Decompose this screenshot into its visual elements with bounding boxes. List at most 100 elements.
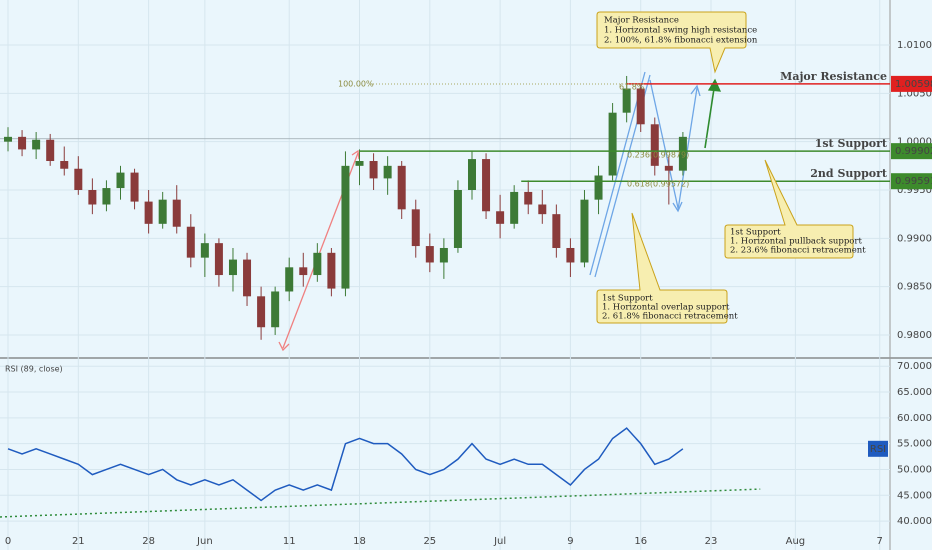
candle-body	[88, 190, 97, 205]
candle-body	[144, 201, 153, 224]
rsi-line	[7, 427, 684, 502]
annotation-line: 2. 100%, 61.8% fibonacci extension	[604, 36, 758, 46]
candle-body	[467, 159, 476, 191]
candle-body	[32, 139, 41, 150]
fib-label: 0.618(0.99572)	[627, 180, 689, 189]
candle-body	[622, 88, 631, 113]
candle-body	[636, 88, 645, 125]
candle-body	[538, 204, 547, 215]
candle-body	[510, 191, 519, 224]
legend-tag	[868, 440, 888, 457]
level-name: 2nd Support	[810, 167, 888, 180]
candle-body	[186, 226, 195, 258]
candle-body	[496, 211, 505, 224]
candle-body	[214, 243, 223, 276]
rsi-title: RSI (89, close)	[5, 365, 63, 374]
annotation-line: Major Resistance	[604, 16, 679, 26]
x-tick-label: 25	[423, 536, 436, 547]
candle-body	[552, 214, 561, 248]
candle-body	[397, 165, 406, 210]
annotation: 1st Support 1. Horizontal pullback suppo…	[724, 159, 866, 259]
annotation-line: 1. Horizontal swing high resistance	[604, 26, 757, 36]
x-tick-label: Jul	[493, 536, 506, 547]
candle-body	[355, 161, 364, 166]
y-tick-label: 40.0000	[897, 516, 932, 527]
candle-body	[228, 259, 237, 276]
arrowhead	[707, 78, 722, 92]
arrow	[649, 79, 679, 209]
candle-body	[130, 172, 139, 202]
legend-label: RSI	[870, 444, 886, 455]
level-tag	[891, 75, 932, 92]
annotation-line: 2. 61.8% fibonacci retracement	[602, 312, 738, 322]
candle-body	[285, 267, 294, 292]
arrow	[677, 87, 698, 211]
annotation-line: 1. Horizontal overlap support	[602, 303, 730, 313]
candle-body	[678, 136, 687, 171]
annotation: Major Resistance 1. Horizontal swing hig…	[596, 11, 758, 74]
annotation-line: 1st Support	[730, 228, 781, 238]
candle-body	[102, 188, 111, 205]
candle-body	[580, 199, 589, 263]
candle-body	[411, 209, 420, 247]
y-tick-label: 1.01000	[897, 40, 932, 51]
callout	[724, 159, 854, 259]
level-value: 1.00598	[895, 79, 932, 90]
candle-body	[116, 172, 125, 189]
y-tick-label: 0.98000	[897, 330, 932, 341]
x-tick-label: 21	[72, 536, 85, 547]
level-name: Major Resistance	[780, 70, 887, 83]
level-tag	[891, 143, 932, 160]
fib-label: 61.8%	[619, 83, 645, 92]
x-tick-label: 18	[353, 536, 366, 547]
candle-body	[453, 190, 462, 248]
candle-body	[524, 191, 533, 205]
candle-body	[482, 159, 491, 212]
y-tick-label: 1.00500	[897, 88, 932, 99]
candle-body	[257, 296, 266, 328]
level-name: 1st Support	[815, 137, 888, 150]
x-tick-label: 16	[634, 536, 647, 547]
annotation: 1st Support 1. Horizontal overlap suppor…	[596, 212, 738, 324]
x-tick-label: 0	[5, 536, 11, 547]
x-tick-label: Aug	[786, 536, 806, 547]
candle-body	[369, 161, 378, 179]
trendline	[0, 488, 761, 518]
annotation-line: 2. 23.6% fibonacci retracement	[730, 246, 866, 256]
x-tick-label: 7	[877, 536, 883, 547]
annotation-line: 1st Support	[602, 294, 653, 304]
arrow	[589, 71, 646, 276]
candle-body	[299, 267, 308, 276]
x-tick-label: 28	[142, 536, 155, 547]
level-value: 0.99591	[895, 176, 932, 187]
y-tick-label: 70.0000	[897, 361, 932, 372]
y-tick-label: 60.0000	[897, 413, 932, 424]
candle-body	[439, 247, 448, 263]
level-tag	[891, 173, 932, 190]
fib-label: 0.236(0.99879)	[627, 151, 689, 160]
candle-body	[650, 124, 659, 166]
candle-body	[60, 161, 69, 169]
x-tick-label: 23	[705, 536, 718, 547]
candle-body	[74, 168, 83, 191]
candle-body	[158, 199, 167, 224]
x-tick-label: Jun	[196, 536, 213, 547]
callout	[596, 212, 728, 324]
arrow	[704, 81, 716, 149]
candle-body	[341, 165, 350, 289]
x-tick-label: 11	[283, 536, 296, 547]
candle-body	[425, 246, 434, 263]
x-tick-label: 9	[567, 536, 573, 547]
candle-body	[4, 136, 13, 142]
y-tick-label: 50.0000	[897, 464, 932, 475]
candle-body	[594, 175, 603, 200]
candle-body	[327, 252, 336, 289]
